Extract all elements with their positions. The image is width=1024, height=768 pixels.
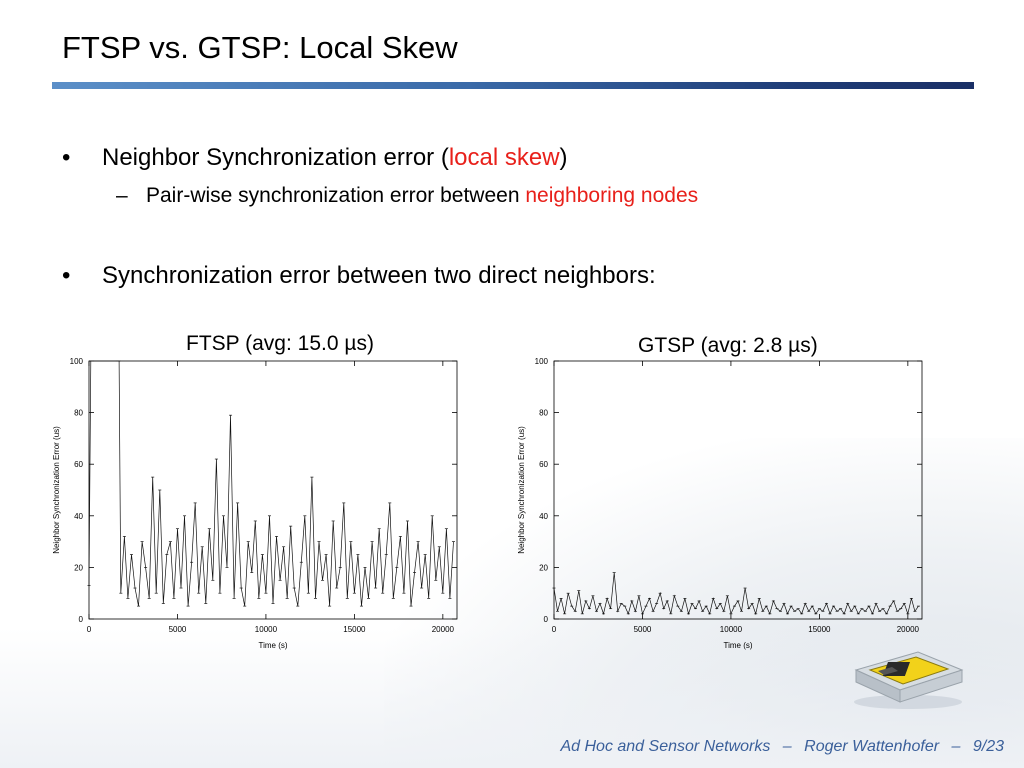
- data-series-line: [88, 360, 454, 607]
- y-tick-label: 0: [79, 615, 84, 624]
- x-tick-label: 5000: [169, 625, 187, 634]
- y-tick-label: 100: [535, 357, 549, 366]
- gtsp-chart: 0 20 40 60 80 100 0 5000 10000 15000 20000 Time (s)…: [517, 357, 923, 650]
- subbullet-marker: –: [116, 184, 128, 207]
- x-tick-label: 0: [552, 625, 557, 634]
- y-tick-label: 40: [539, 512, 548, 521]
- y-tick-label: 20: [74, 563, 83, 572]
- sensor-node-device-image: [854, 651, 964, 709]
- subbullet-text-part: Pair-wise synchronization error between: [146, 184, 526, 207]
- x-axis-label: Time (s): [723, 641, 752, 650]
- y-axis-label: Neighbor Synchronization Error (us): [52, 426, 61, 554]
- y-tick-label: 80: [74, 409, 83, 418]
- y-tick-label: 60: [74, 460, 83, 469]
- y-tick-label: 60: [539, 460, 548, 469]
- x-tick-label: 15000: [808, 625, 831, 634]
- highlight-neighboring-nodes: neighboring nodes: [525, 184, 699, 207]
- footer-course: Ad Hoc and Sensor Networks: [560, 738, 771, 755]
- title-underline-bar: [52, 82, 974, 89]
- bullet-text-part: Neighbor Synchronization error (: [102, 144, 449, 171]
- ftsp-chart-title: FTSP (avg: 15.0 µs): [186, 332, 374, 355]
- gtsp-chart-title: GTSP (avg: 2.8 µs): [638, 334, 818, 357]
- subbullet-text: Pair-wise synchronization error between …: [146, 184, 698, 208]
- bullet-text: Synchronization error between two direct…: [102, 262, 656, 289]
- footer-separator: –: [951, 738, 961, 755]
- bullet-marker: •: [62, 144, 71, 171]
- y-axis-label: Neighbor Synchronization Error (us): [517, 426, 526, 554]
- ftsp-chart: 0 20 40 60 80 100 0 5000 10000 15000 20000 Time (s)…: [52, 357, 458, 650]
- x-tick-label: 0: [87, 625, 92, 634]
- footer-page-number: 9/23: [972, 738, 1004, 755]
- highlight-local-skew: local skew: [448, 144, 560, 171]
- x-tick-label: 15000: [343, 625, 366, 634]
- bullet-text-part: ): [559, 144, 568, 171]
- slide-footer: Ad Hoc and Sensor Networks – Roger Watte…: [552, 738, 1004, 756]
- y-tick-label: 100: [70, 357, 84, 366]
- y-tick-label: 80: [539, 409, 548, 418]
- plot-frame: [88, 360, 458, 620]
- y-tick-label: 20: [539, 563, 548, 572]
- y-tick-label: 0: [544, 615, 549, 624]
- bullet-marker: •: [62, 262, 71, 289]
- background-fade: [0, 628, 1024, 768]
- x-tick-label: 20000: [432, 625, 455, 634]
- x-axis-label: Time (s): [258, 641, 287, 650]
- bullet-text: Neighbor Synchronization error (local sk…: [102, 144, 568, 172]
- x-tick-label: 10000: [720, 625, 743, 634]
- y-tick-label: 40: [74, 512, 83, 521]
- plot-frame: [553, 360, 923, 620]
- x-tick-label: 10000: [255, 625, 278, 634]
- footer-separator: –: [782, 738, 792, 755]
- x-tick-label: 20000: [897, 625, 920, 634]
- x-tick-label: 5000: [634, 625, 652, 634]
- footer-author: Roger Wattenhofer: [804, 738, 940, 755]
- slide-title: FTSP vs. GTSP: Local Skew: [62, 30, 458, 65]
- data-series-line: [553, 572, 919, 616]
